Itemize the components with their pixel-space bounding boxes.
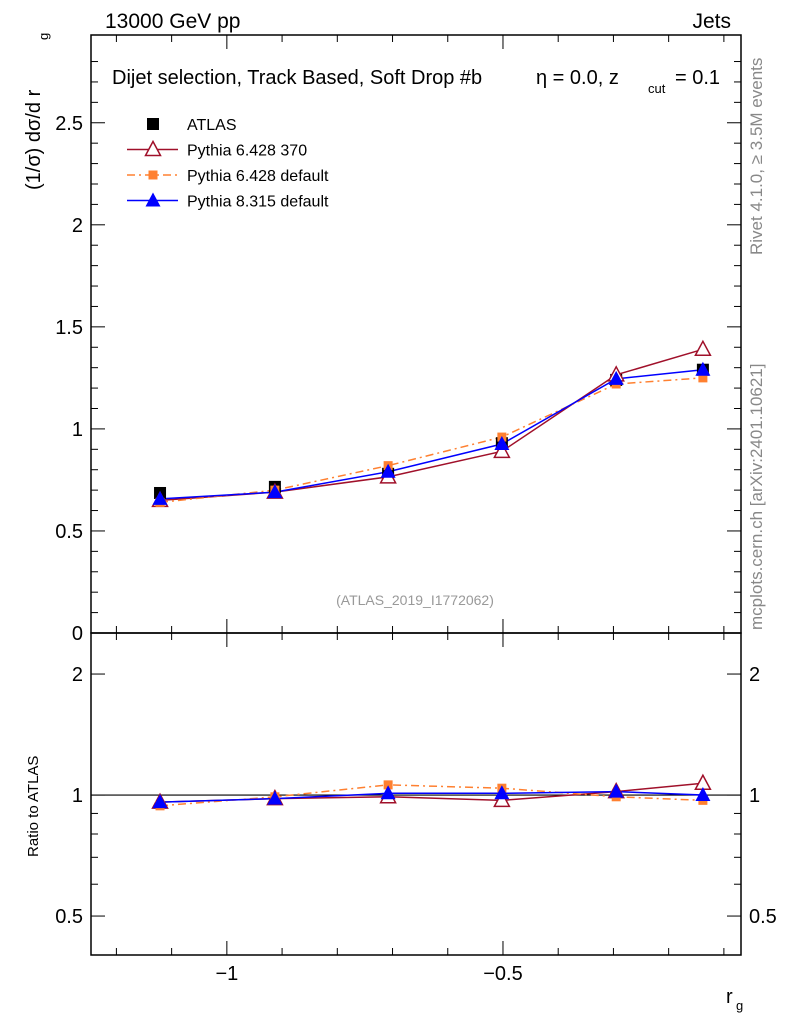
legend-marker-2 [148,170,158,180]
series-line-2 [159,377,703,504]
ratio-tick-label: 2 [72,664,83,686]
title-sub: cut [648,81,666,96]
title-end: = 0.1 [675,67,720,89]
ratio-tick-label: 1 [72,785,83,807]
analysis-id: (ATLAS_2019_I1772062) [336,592,494,608]
ratio-line-2 [159,784,703,807]
legend-label-1: Pythia 6.428 370 [187,143,307,160]
mcplots-label: mcplots.cern.ch [arXiv:2401.10621] [747,364,766,630]
data-point-3 [152,490,168,505]
ratio-tick-label: 0.5 [55,906,83,928]
data-point-3 [494,436,510,451]
ratio-point-1 [493,790,511,808]
series-line-1 [159,348,704,502]
data-point-1 [493,441,511,459]
header-right: Jets [692,10,731,33]
y-axis-label: (1/σ) dσ/d r [23,89,45,190]
x-axis-label: r [726,986,733,1008]
ratio-tick-label-right: 1 [749,785,760,807]
ratio-frame [90,632,742,956]
legend-label-0: ATLAS [187,117,237,134]
title-rest: η = 0.0, z [536,67,619,89]
ratio-tick-label-right: 0.5 [749,906,777,928]
y-tick-label: 1.5 [55,317,83,339]
ratio-point-3 [267,790,283,805]
data-point-3 [380,463,396,478]
legend-marker-3 [145,192,161,207]
data-point-1 [694,339,712,357]
x-tick-label: −0.5 [483,963,522,985]
x-axis-label-sub: g [736,998,743,1013]
legend-label-3: Pythia 8.315 default [187,194,329,211]
ratio-point-3 [152,794,168,809]
data-point-2 [698,373,708,383]
y-tick-label: 0 [72,623,83,645]
ratio-point-3 [608,783,624,798]
y-tick-label: 1 [72,419,83,441]
ratio-y-axis-label: Ratio to ATLAS [25,756,42,857]
x-tick-label: −1 [215,963,238,985]
header-left: 13000 GeV pp [105,10,240,33]
ratio-point-2 [383,780,393,790]
legend-label-2: Pythia 6.428 default [187,168,329,185]
legend-marker-1 [144,139,162,157]
series-line-3 [159,368,703,500]
data-point-3 [695,361,711,376]
y-tick-label: 0.5 [55,521,83,543]
ratio-point-3 [380,785,396,800]
ratio-line-3 [160,790,703,803]
title-main: Dijet selection, Track Based, Soft Drop … [112,67,482,89]
rivet-label: Rivet 4.1.0, ≥ 3.5M events [747,58,766,255]
ratio-tick-label-right: 2 [749,664,760,686]
y-tick-label: 2.5 [55,113,83,135]
data-point-3 [608,370,624,385]
ratio-point-3 [494,785,510,800]
data-point-3 [267,484,283,499]
y-tick-label: 2 [72,215,83,237]
y-axis-label-sub: g [36,33,51,40]
legend: ATLAS Pythia 6.428 370 Pythia 6.428 defaul… [127,117,329,211]
chart-marks: 0 0.5 1 1.5 2 2.5 0.5 0.5 1 1 2 2 −1 −0.5 [55,34,777,985]
ratio-point-3 [695,787,711,802]
legend-marker-0 [147,118,159,130]
